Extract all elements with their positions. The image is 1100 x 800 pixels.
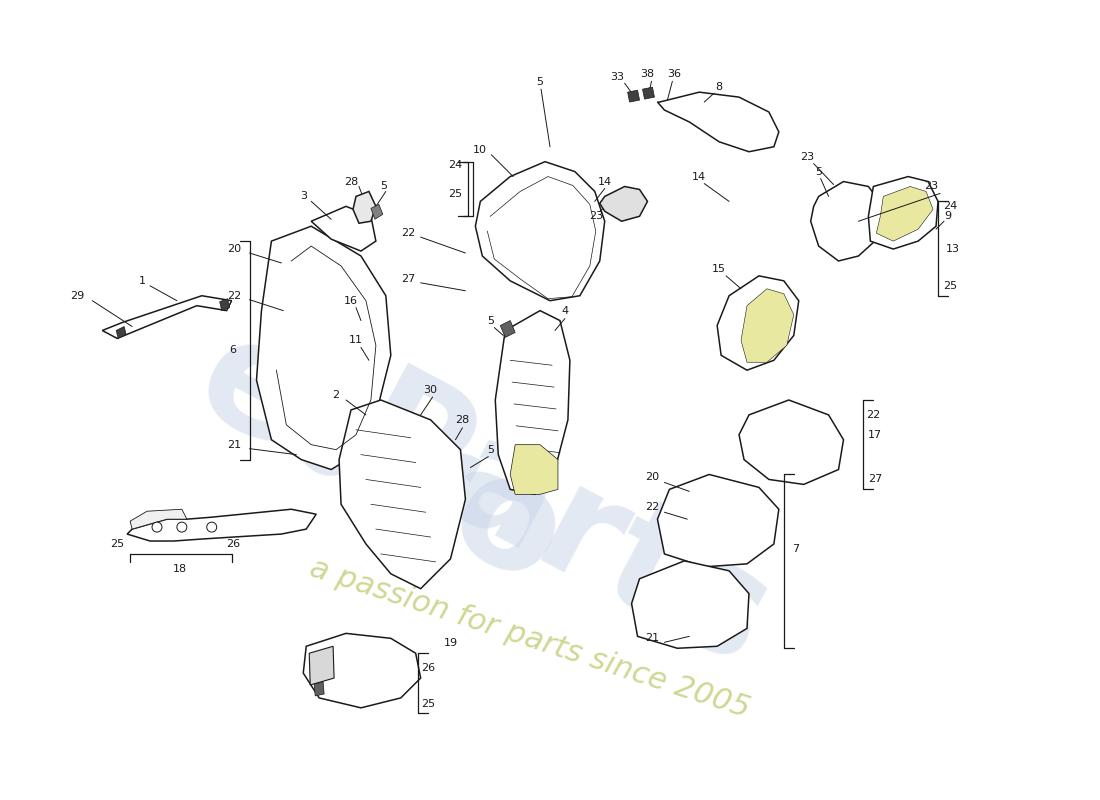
Polygon shape (311, 206, 376, 251)
Text: 3: 3 (300, 191, 307, 202)
Text: 17: 17 (868, 430, 882, 440)
Polygon shape (717, 276, 799, 370)
Text: 22: 22 (646, 502, 659, 512)
Polygon shape (510, 445, 558, 494)
Text: 8: 8 (716, 82, 723, 92)
Text: 22: 22 (866, 410, 880, 420)
Text: 11: 11 (349, 335, 363, 346)
Polygon shape (631, 561, 749, 648)
Text: 20: 20 (646, 473, 659, 482)
Text: 26: 26 (227, 539, 241, 549)
Polygon shape (475, 162, 605, 301)
Text: 24: 24 (448, 160, 462, 170)
Polygon shape (128, 510, 316, 541)
Polygon shape (741, 289, 794, 362)
Text: 5: 5 (815, 166, 822, 177)
Text: 15: 15 (712, 264, 726, 274)
Text: 25: 25 (449, 190, 462, 199)
Text: 14: 14 (597, 177, 612, 186)
Polygon shape (811, 182, 883, 261)
Text: 29: 29 (70, 290, 85, 301)
Polygon shape (304, 634, 420, 708)
Polygon shape (117, 326, 126, 338)
Polygon shape (371, 204, 383, 219)
Text: 7: 7 (792, 544, 800, 554)
Polygon shape (309, 646, 334, 685)
Text: 28: 28 (344, 177, 359, 186)
Polygon shape (600, 186, 648, 222)
Polygon shape (220, 298, 230, 310)
Text: 28: 28 (455, 415, 470, 425)
Text: 5: 5 (487, 315, 494, 326)
Text: 23: 23 (800, 152, 814, 162)
Text: 13: 13 (946, 244, 960, 254)
Text: 24: 24 (943, 202, 957, 211)
Polygon shape (658, 92, 779, 152)
Polygon shape (868, 177, 938, 249)
Text: 5: 5 (487, 445, 494, 454)
Circle shape (177, 522, 187, 532)
Text: 16: 16 (344, 296, 358, 306)
Polygon shape (315, 682, 324, 696)
Text: 2: 2 (332, 390, 339, 400)
Text: 25: 25 (421, 699, 436, 709)
Text: 22: 22 (228, 290, 242, 301)
Text: a passion for parts since 2005: a passion for parts since 2005 (307, 554, 754, 723)
Polygon shape (739, 400, 844, 485)
Text: 27: 27 (868, 474, 882, 485)
Text: 38: 38 (640, 70, 654, 79)
Polygon shape (877, 186, 933, 241)
Polygon shape (339, 400, 465, 589)
Text: 23: 23 (924, 182, 938, 191)
Text: 14: 14 (692, 171, 706, 182)
Text: 26: 26 (421, 663, 436, 673)
Polygon shape (102, 296, 232, 338)
Text: 25: 25 (110, 539, 124, 549)
Text: 22: 22 (402, 228, 416, 238)
Text: 5: 5 (381, 182, 387, 191)
Polygon shape (642, 87, 654, 99)
Text: 5: 5 (537, 78, 543, 87)
Text: 25: 25 (943, 281, 957, 290)
Text: 23: 23 (588, 211, 603, 222)
Polygon shape (658, 474, 779, 567)
Polygon shape (500, 321, 515, 338)
Circle shape (207, 522, 217, 532)
Text: 10: 10 (473, 145, 487, 154)
Text: 6: 6 (230, 346, 236, 355)
Text: 21: 21 (228, 440, 242, 450)
Circle shape (152, 522, 162, 532)
Polygon shape (495, 310, 570, 494)
Polygon shape (353, 191, 376, 223)
Text: 1: 1 (139, 276, 145, 286)
Text: Parts: Parts (327, 358, 793, 701)
Text: 18: 18 (173, 564, 187, 574)
Polygon shape (628, 90, 639, 102)
Text: 27: 27 (402, 274, 416, 284)
Text: 30: 30 (424, 385, 438, 395)
Text: 36: 36 (668, 70, 681, 79)
Text: 4: 4 (561, 306, 569, 316)
Text: 9: 9 (945, 211, 952, 222)
Text: 19: 19 (443, 638, 458, 648)
Polygon shape (130, 510, 187, 529)
Text: 21: 21 (646, 634, 659, 643)
Text: euro: euro (173, 302, 590, 618)
Polygon shape (256, 226, 390, 470)
Text: 33: 33 (610, 72, 625, 82)
Text: 20: 20 (228, 244, 242, 254)
